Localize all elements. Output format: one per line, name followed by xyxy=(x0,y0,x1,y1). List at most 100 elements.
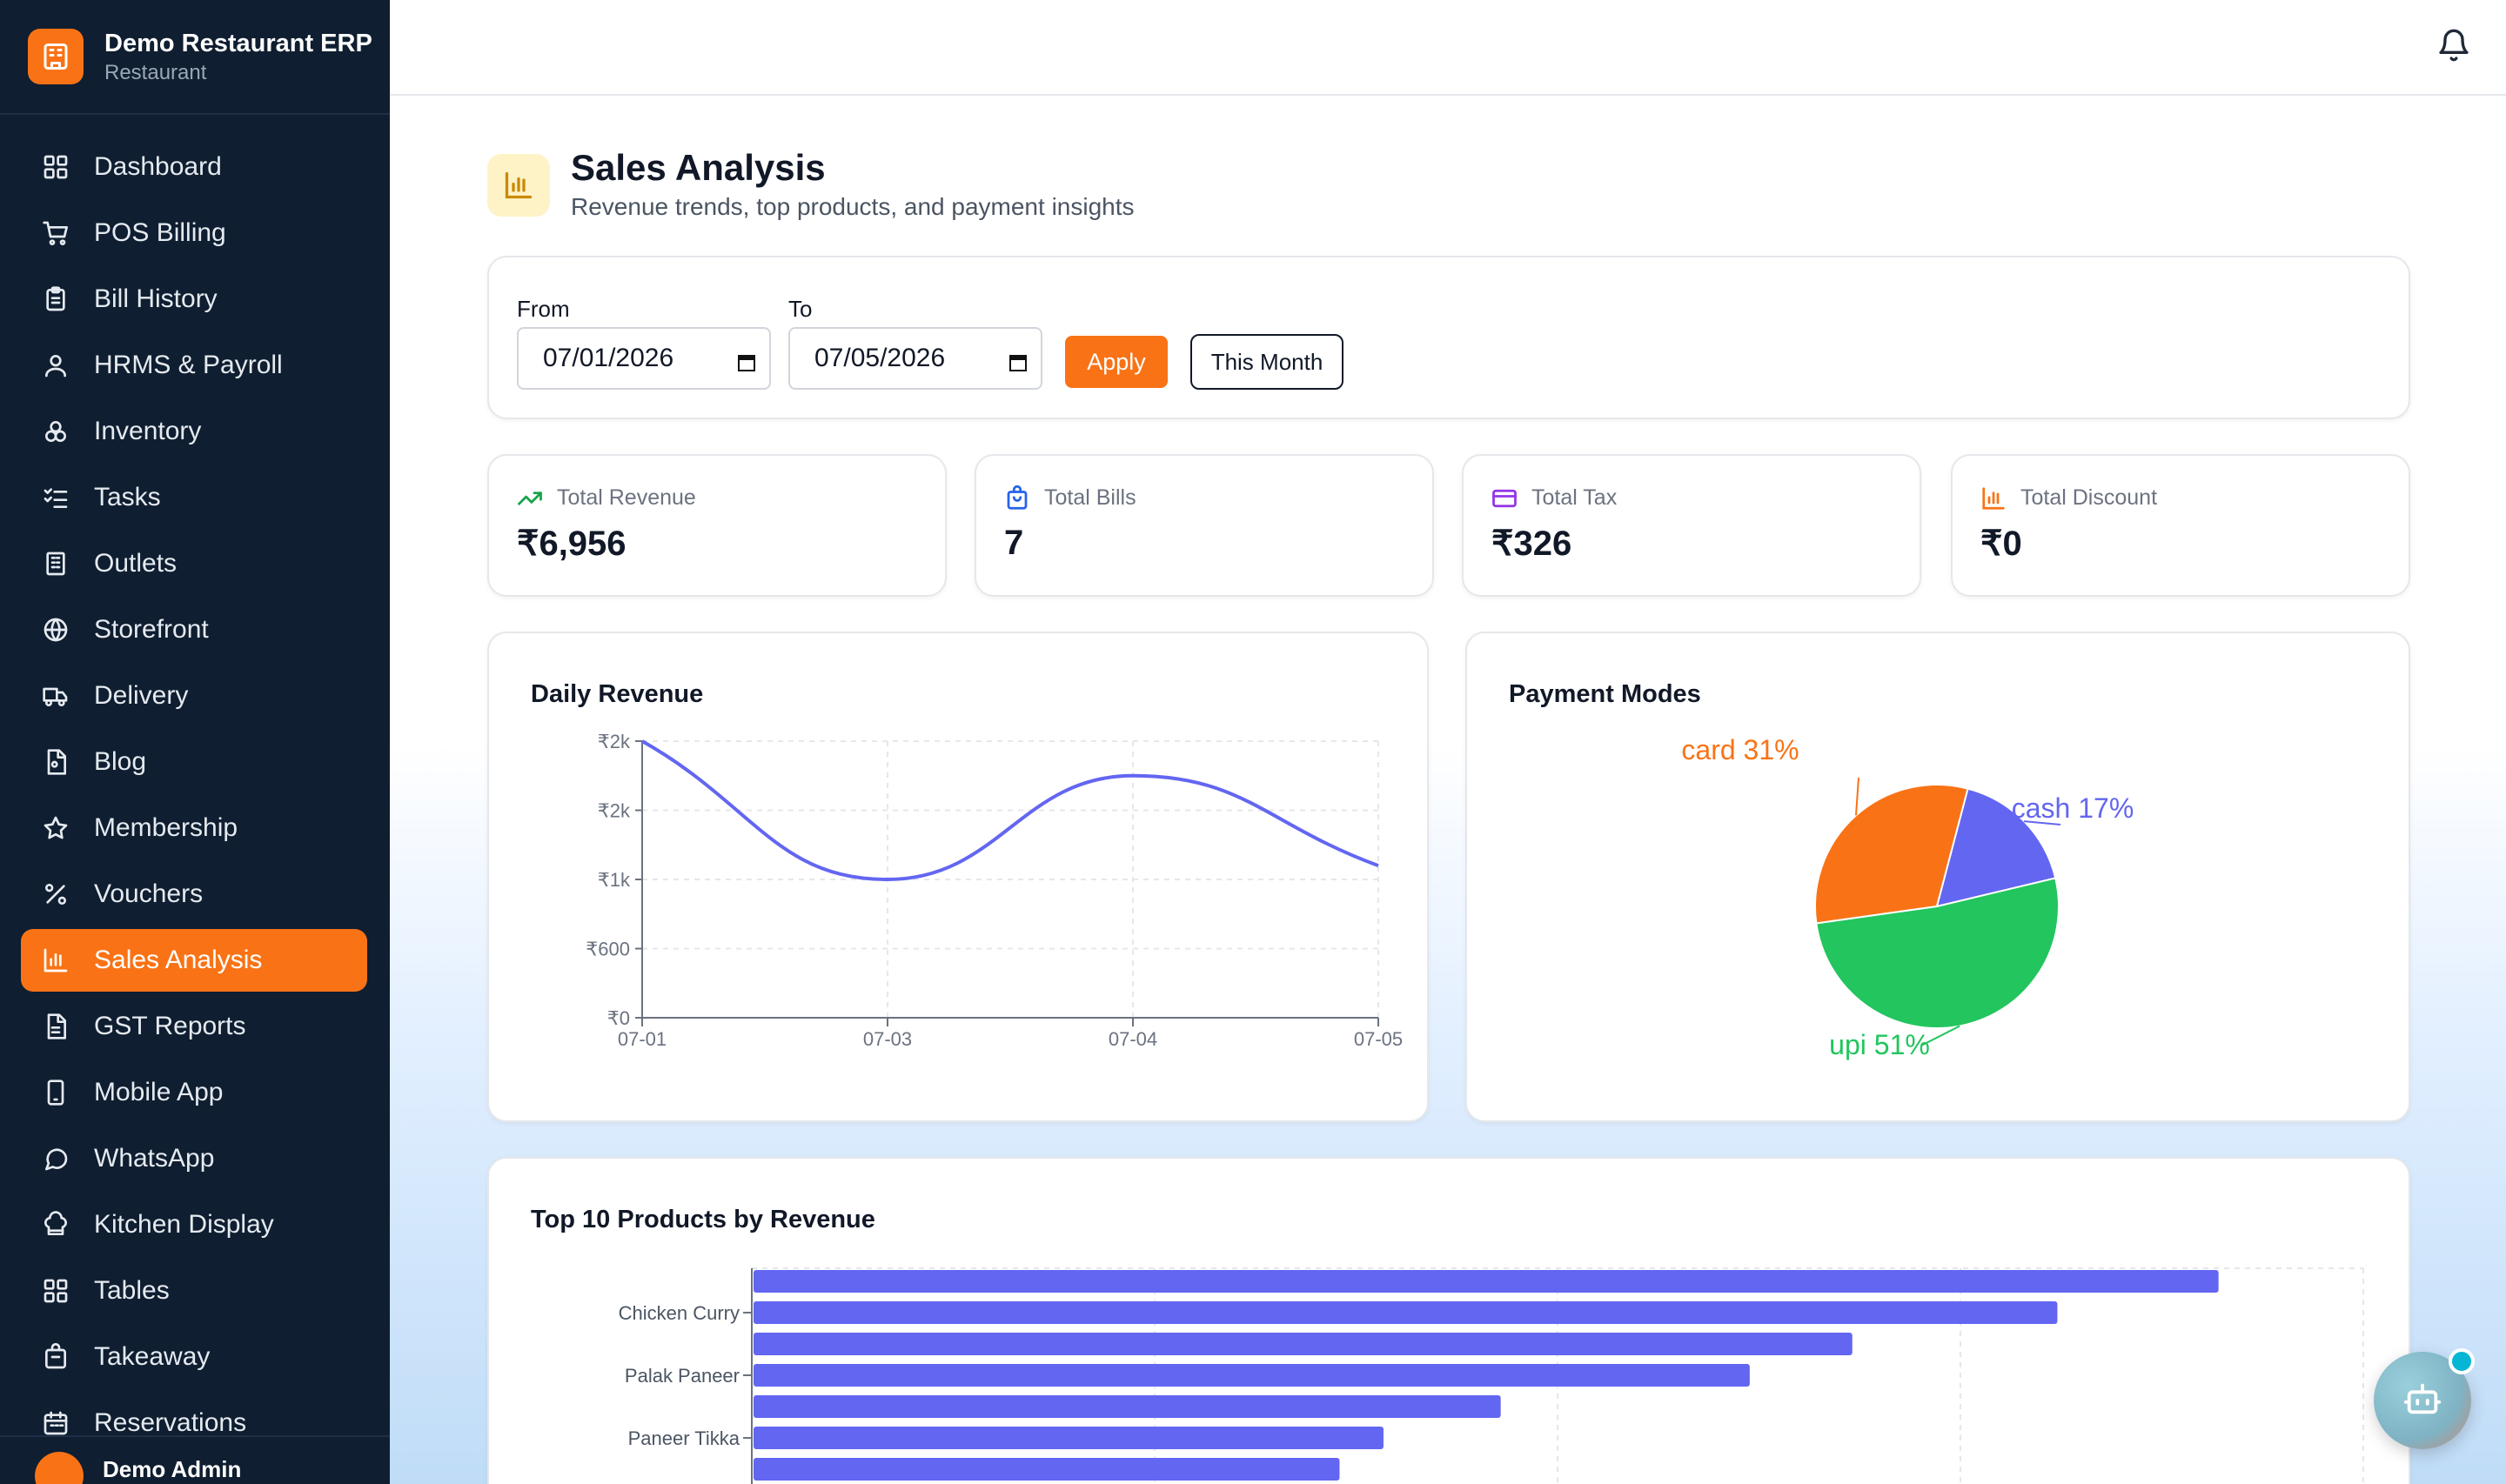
sidebar-item-label: Blog xyxy=(94,747,147,776)
stat-label: Total Tax xyxy=(1531,485,1618,510)
stat-value: 7 xyxy=(1004,524,1024,562)
bell-icon[interactable] xyxy=(2436,28,2471,63)
checklist-icon xyxy=(42,484,70,511)
sidebar-item-label: Sales Analysis xyxy=(94,946,263,974)
to-date-input[interactable]: 07/05/2026 xyxy=(788,327,1042,390)
page-title: Sales Analysis xyxy=(571,147,826,188)
main-content: Sales Analysis Revenue trends, top produ… xyxy=(390,0,2506,1484)
avatar xyxy=(35,1452,84,1484)
app-name: Demo Restaurant ERP xyxy=(104,30,372,57)
user-footer[interactable]: Demo Admin xyxy=(0,1435,390,1484)
truck-icon xyxy=(42,682,70,710)
file-icon xyxy=(42,1013,70,1040)
to-label: To xyxy=(788,296,813,322)
stat-value: ₹0 xyxy=(1980,525,2022,563)
percent-icon xyxy=(42,880,70,908)
sidebar-item-label: Inventory xyxy=(94,417,202,445)
sidebar-item-dashboard[interactable]: Dashboard xyxy=(21,136,367,198)
sidebar-item-bill-history[interactable]: Bill History xyxy=(21,268,367,331)
y-tick-label: ₹600 xyxy=(586,939,630,960)
calendar-icon[interactable] xyxy=(1009,350,1027,371)
sidebar-item-label: Takeaway xyxy=(94,1342,211,1371)
sidebar-item-outlets[interactable]: Outlets xyxy=(21,532,367,595)
stat-card-tax: Total Tax ₹326 xyxy=(1462,454,1921,597)
sidebar-item-tables[interactable]: Tables xyxy=(21,1260,367,1322)
sidebar-item-takeaway[interactable]: Takeaway xyxy=(21,1326,367,1388)
this-month-button[interactable]: This Month xyxy=(1190,334,1343,390)
restaurant-logo-icon xyxy=(28,29,84,84)
document-icon xyxy=(42,748,70,776)
from-date-input[interactable]: 07/01/2026 xyxy=(517,327,771,390)
page-subtitle: Revenue trends, top products, and paymen… xyxy=(571,193,1135,220)
calendar-icon xyxy=(42,1409,70,1437)
sidebar-item-label: Kitchen Display xyxy=(94,1210,274,1239)
sidebar-item-label: Tasks xyxy=(94,483,161,511)
sidebar-item-delivery[interactable]: Delivery xyxy=(21,665,367,727)
user-icon xyxy=(42,351,70,379)
category-label: Palak Paneer xyxy=(625,1365,740,1387)
category-label: Chicken Curry xyxy=(619,1302,740,1324)
sidebar-item-label: Tables xyxy=(94,1276,170,1305)
sidebar-item-label: Outlets xyxy=(94,549,178,578)
sidebar-item-label: HRMS & Payroll xyxy=(94,351,283,379)
brand-header: Demo Restaurant ERP Restaurant xyxy=(0,0,390,115)
chart-title: Daily Revenue xyxy=(531,680,704,708)
x-tick-label: 07-05 xyxy=(1354,1028,1403,1050)
bag-icon xyxy=(1004,485,1030,511)
chef-hat-icon xyxy=(42,1211,70,1239)
sidebar-item-label: POS Billing xyxy=(94,218,226,247)
sidebar-item-blog[interactable]: Blog xyxy=(21,731,367,793)
pie-label-upi: upi 51% xyxy=(1829,1029,1930,1060)
sidebar-item-tasks[interactable]: Tasks xyxy=(21,466,367,529)
x-tick-label: 07-01 xyxy=(618,1028,667,1050)
sidebar-item-reservations[interactable]: Reservations xyxy=(21,1392,367,1454)
grid xyxy=(641,740,1379,1018)
sidebar-item-mobile-app[interactable]: Mobile App xyxy=(21,1061,367,1124)
cart-icon xyxy=(42,219,70,247)
user-name: Demo Admin xyxy=(103,1456,242,1482)
sidebar-item-label: GST Reports xyxy=(94,1012,246,1040)
pie-label-line xyxy=(2023,820,2061,826)
bar xyxy=(754,1458,1340,1481)
sidebar: Demo Restaurant ERP Restaurant Dashboard… xyxy=(0,0,390,1484)
bag-icon xyxy=(42,1343,70,1371)
sidebar-item-whatsapp[interactable]: WhatsApp xyxy=(21,1127,367,1190)
stat-value: ₹326 xyxy=(1491,525,1572,563)
sidebar-item-kitchen-display[interactable]: Kitchen Display xyxy=(21,1193,367,1256)
credit-card-icon xyxy=(1491,485,1518,511)
clipboard-icon xyxy=(42,285,70,313)
revenue-line xyxy=(641,739,1379,882)
pie-slice-upi xyxy=(1815,877,2060,1029)
building-icon xyxy=(42,550,70,578)
stat-label: Total Bills xyxy=(1044,485,1136,510)
calendar-icon[interactable] xyxy=(738,350,755,371)
chat-icon xyxy=(42,1145,70,1173)
sidebar-item-label: Vouchers xyxy=(94,879,204,908)
sidebar-item-gst-reports[interactable]: GST Reports xyxy=(21,995,367,1058)
stat-card-bills: Total Bills 7 xyxy=(975,454,1434,597)
sidebar-item-membership[interactable]: Membership xyxy=(21,797,367,859)
y-tick-label: ₹2k xyxy=(598,731,631,752)
chart-title: Top 10 Products by Revenue xyxy=(531,1206,875,1233)
sidebar-item-hrms-payroll[interactable]: HRMS & Payroll xyxy=(21,334,367,397)
bar xyxy=(754,1395,1501,1418)
sidebar-item-vouchers[interactable]: Vouchers xyxy=(21,863,367,926)
bar-chart-icon xyxy=(1980,485,2007,511)
chart-title: Payment Modes xyxy=(1509,680,1701,708)
pie-label-card: card 31% xyxy=(1681,734,1799,765)
pie-label-line xyxy=(1920,1025,1960,1046)
sidebar-item-storefront[interactable]: Storefront xyxy=(21,598,367,661)
apply-button[interactable]: Apply xyxy=(1065,336,1168,388)
sidebar-item-label: Bill History xyxy=(94,284,218,313)
sidebar-item-label: Dashboard xyxy=(94,152,222,181)
sidebar-item-pos-billing[interactable]: POS Billing xyxy=(21,202,367,264)
from-label: From xyxy=(517,296,570,322)
x-tick-label: 07-03 xyxy=(863,1028,912,1050)
payment-modes-card: Payment Modes card 31% cash 17% upi 51% xyxy=(1465,632,2410,1122)
sidebar-nav: Dashboard POS Billing Bill History HRMS & P… xyxy=(21,136,367,1458)
stat-label: Total Discount xyxy=(2020,485,2158,510)
bar xyxy=(754,1427,1384,1449)
sidebar-item-inventory[interactable]: Inventory xyxy=(21,400,367,463)
from-date-value: 07/01/2026 xyxy=(543,344,674,372)
sidebar-item-sales-analysis[interactable]: Sales Analysis xyxy=(21,929,367,992)
